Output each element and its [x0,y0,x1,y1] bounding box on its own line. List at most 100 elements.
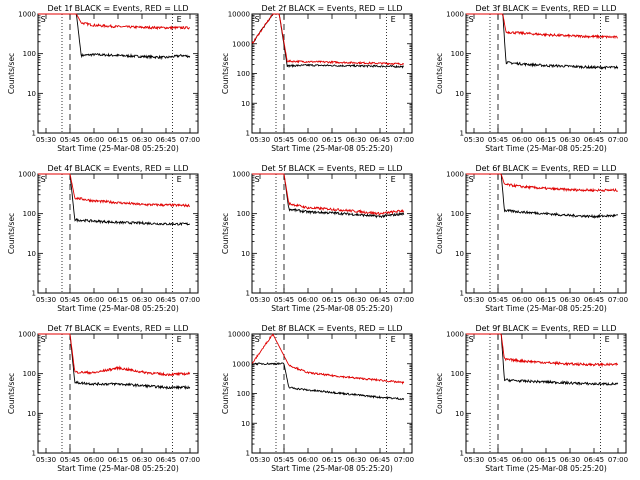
x-tick-label: 06:30 [560,456,580,464]
x-tick-label: 06:15 [322,296,342,304]
x-tick-label: 06:30 [346,456,366,464]
plot-frame [465,13,627,134]
x-tick-label: 06:15 [536,296,556,304]
start-marker-label: S [41,15,46,24]
events-series-line [466,173,619,219]
chart-title: Det 5f BLACK = Events, RED = LLD [261,164,402,173]
events-series-line [38,173,191,227]
x-tick-label: 07:00 [394,136,414,144]
x-tick-label: 06:00 [84,296,104,304]
x-axis-label: Start Time (25-Mar-08 05:25:20) [57,304,179,313]
x-tick-label: 06:15 [322,136,342,144]
events-series-line [38,13,191,61]
x-axis-label: Start Time (25-Mar-08 05:25:20) [271,144,393,153]
x-tick-label: 06:00 [512,456,532,464]
x-tick-label: 06:45 [156,456,176,464]
y-tick-label: 10 [27,250,36,258]
y-axis-label: Counts/sec [7,213,16,254]
x-tick-label: 06:30 [132,296,152,304]
x-tick-label: 07:00 [180,136,200,144]
y-axis-label: Counts/sec [435,373,444,414]
x-tick-label: 06:45 [156,296,176,304]
chart-panel: Det 7f BLACK = Events, RED = LLD 1 10 100 10… [7,324,200,473]
x-tick-label: 06:00 [298,136,318,144]
y-axis-label: Counts/sec [7,53,16,94]
x-tick-label: 06:00 [84,456,104,464]
y-axis-label: Counts/sec [435,53,444,94]
chart-panel: Det 1f BLACK = Events, RED = LLD 1 10 100 10… [7,4,200,153]
x-tick-label: 07:00 [394,456,414,464]
x-tick-label: 06:15 [108,296,128,304]
lld-series-line [38,333,191,377]
x-tick-label: 05:30 [36,296,56,304]
y-tick-label: 10 [455,90,464,98]
end-marker-label: E [605,335,610,344]
events-series-line [466,13,619,71]
plot-frame [37,333,199,454]
x-tick-label: 05:45 [488,456,508,464]
y-tick-label: 100 [451,370,464,378]
x-tick-label: 06:15 [536,456,556,464]
y-tick-label: 10000 [228,11,250,19]
x-tick-label: 05:30 [250,296,270,304]
x-tick-label: 05:30 [250,136,270,144]
chart-panel: Det 5f BLACK = Events, RED = LLD 1 10 100 10… [221,164,414,313]
y-tick-label: 1 [32,130,36,138]
y-tick-label: 10 [455,410,464,418]
chart-title: Det 4f BLACK = Events, RED = LLD [47,164,188,173]
x-tick-label: 06:00 [298,296,318,304]
x-axis-label: Start Time (25-Mar-08 05:25:20) [485,304,607,313]
end-marker-label: E [391,15,396,24]
chart-title: Det 9f BLACK = Events, RED = LLD [475,324,616,333]
lld-series-line [251,333,405,385]
plot-frame [251,173,413,294]
y-tick-label: 10 [27,410,36,418]
y-tick-label: 100 [237,390,250,398]
end-marker-label: E [177,335,182,344]
y-tick-label: 1000 [232,360,250,368]
y-tick-label: 1 [246,290,250,298]
y-tick-label: 1000 [18,171,36,179]
events-series-line [466,333,619,386]
x-tick-label: 06:00 [512,296,532,304]
chart-title: Det 6f BLACK = Events, RED = LLD [475,164,616,173]
x-tick-label: 06:45 [370,296,390,304]
x-axis-label: Start Time (25-Mar-08 05:25:20) [485,464,607,473]
x-axis-label: Start Time (25-Mar-08 05:25:20) [271,464,393,473]
x-tick-label: 06:30 [560,136,580,144]
lld-series-line [251,13,405,66]
y-tick-label: 1 [460,450,464,458]
y-tick-label: 100 [451,50,464,58]
x-tick-label: 07:00 [394,296,414,304]
x-tick-label: 06:30 [560,296,580,304]
lld-series-line [38,173,190,208]
events-series-line [251,13,404,69]
start-marker-label: S [469,335,474,344]
y-tick-label: 10 [241,250,250,258]
lld-series-line [252,173,405,216]
start-marker-label: S [41,335,46,344]
y-tick-label: 1 [32,290,36,298]
start-marker-label: S [469,175,474,184]
y-tick-label: 100 [451,210,464,218]
chart-panel: Det 2f BLACK = Events, RED = LLD 1 10 100 10… [221,4,414,153]
x-tick-label: 06:45 [584,456,604,464]
x-axis-label: Start Time (25-Mar-08 05:25:20) [485,144,607,153]
x-tick-label: 07:00 [608,456,628,464]
y-tick-label: 1 [460,290,464,298]
end-marker-label: E [177,175,182,184]
y-tick-label: 10000 [228,331,250,339]
x-axis-label: Start Time (25-Mar-08 05:25:20) [57,144,179,153]
y-tick-label: 10 [241,100,250,108]
chart-panel: Det 4f BLACK = Events, RED = LLD 1 10 100 10… [7,164,200,313]
plot-frame [465,173,627,294]
y-axis-label: Counts/sec [7,373,16,414]
chart-panel: Det 8f BLACK = Events, RED = LLD 1 10 100 10… [221,324,414,473]
start-marker-label: S [255,175,260,184]
chart-title: Det 2f BLACK = Events, RED = LLD [261,4,402,13]
x-tick-label: 06:45 [156,136,176,144]
y-tick-label: 1000 [18,331,36,339]
chart-title: Det 1f BLACK = Events, RED = LLD [47,4,188,13]
x-tick-label: 06:45 [370,136,390,144]
